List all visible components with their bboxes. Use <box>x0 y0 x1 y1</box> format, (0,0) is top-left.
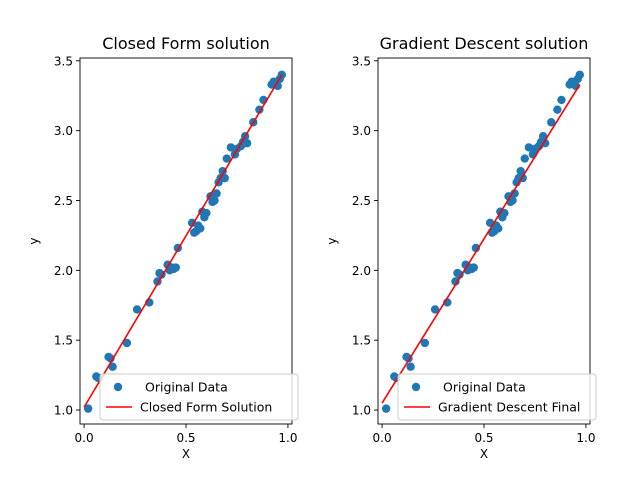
chart-panel-1: Closed Form solution 0.0 0.5 1.0 1.0 1.5 2.0 2.… <box>27 34 299 461</box>
data-point <box>508 196 517 205</box>
y-axis-label: y <box>325 237 339 244</box>
chart-panel-2: Gradient Descent solution 0.0 0.5 1.0 1.0 1.5… <box>325 34 597 461</box>
data-point <box>108 362 117 371</box>
data-point <box>540 139 550 148</box>
data-point <box>242 139 252 148</box>
data-point <box>210 196 219 205</box>
data-points <box>83 70 287 413</box>
y-axis-label: y <box>27 237 41 244</box>
plot-frame <box>79 57 293 425</box>
data-point <box>520 154 529 163</box>
legend-box <box>99 373 299 421</box>
data-point <box>196 224 205 233</box>
fit-line <box>83 74 283 408</box>
data-point <box>381 404 391 413</box>
data-point <box>494 224 503 233</box>
data-point <box>202 208 211 218</box>
x-tick-label: 0.5 <box>474 431 493 445</box>
data-point <box>83 404 93 413</box>
data-point <box>122 338 132 348</box>
x-tick-label: 0.0 <box>373 431 392 445</box>
data-point <box>451 277 460 286</box>
data-point <box>553 105 562 114</box>
data-point <box>222 154 231 163</box>
data-point <box>538 132 548 141</box>
legend-label-data: Original Data <box>443 380 526 395</box>
data-point <box>430 305 440 314</box>
x-tick-label: 0.0 <box>75 431 94 445</box>
chart-title: Gradient Descent solution <box>380 34 589 53</box>
legend-label-fit: Gradient Descent Final <box>438 400 580 415</box>
y-tick-label: 2.0 <box>54 264 73 278</box>
fit-line <box>381 84 581 404</box>
chart-title: Closed Form solution <box>102 34 270 53</box>
data-point <box>557 95 566 105</box>
y-tick-label: 3.5 <box>352 54 371 68</box>
data-point <box>510 189 519 198</box>
data-point <box>516 166 525 176</box>
data-point <box>220 173 229 183</box>
legend-box <box>397 373 597 421</box>
y-tick-label: 1.5 <box>352 334 371 348</box>
y-tick-label: 2.5 <box>54 194 73 208</box>
y-tick-label: 3.0 <box>54 124 73 138</box>
y-tick-label: 3.0 <box>352 124 371 138</box>
data-point <box>132 305 142 314</box>
y-tick-label: 1.0 <box>352 404 371 418</box>
y-tick-label: 1.0 <box>54 404 73 418</box>
x-tick-label: 0.5 <box>176 431 195 445</box>
y-tick-label: 1.5 <box>54 334 73 348</box>
data-point <box>500 208 509 218</box>
y-tick-label: 2.0 <box>352 264 371 278</box>
data-point <box>171 263 181 272</box>
data-point <box>469 263 479 272</box>
data-point <box>212 189 221 198</box>
x-axis-label: X <box>480 447 488 461</box>
legend: Original Data Closed Form Solution <box>99 373 299 421</box>
x-tick-label: 1.0 <box>576 431 595 445</box>
legend-label-data: Original Data <box>145 380 228 395</box>
data-point <box>406 362 415 371</box>
y-tick-label: 2.5 <box>352 194 371 208</box>
x-axis-label: X <box>182 447 190 461</box>
data-point <box>218 166 227 176</box>
x-tick-label: 1.0 <box>278 431 297 445</box>
plot-frame <box>377 57 591 425</box>
y-tick-label: 3.5 <box>54 54 73 68</box>
legend: Original Data Gradient Descent Final <box>397 373 597 421</box>
legend-label-fit: Closed Form Solution <box>140 400 272 415</box>
data-point <box>575 70 585 79</box>
data-point <box>420 338 430 348</box>
data-point <box>547 118 556 127</box>
legend-marker-scatter <box>113 382 123 392</box>
legend-marker-scatter <box>411 382 421 392</box>
data-point <box>455 270 464 279</box>
